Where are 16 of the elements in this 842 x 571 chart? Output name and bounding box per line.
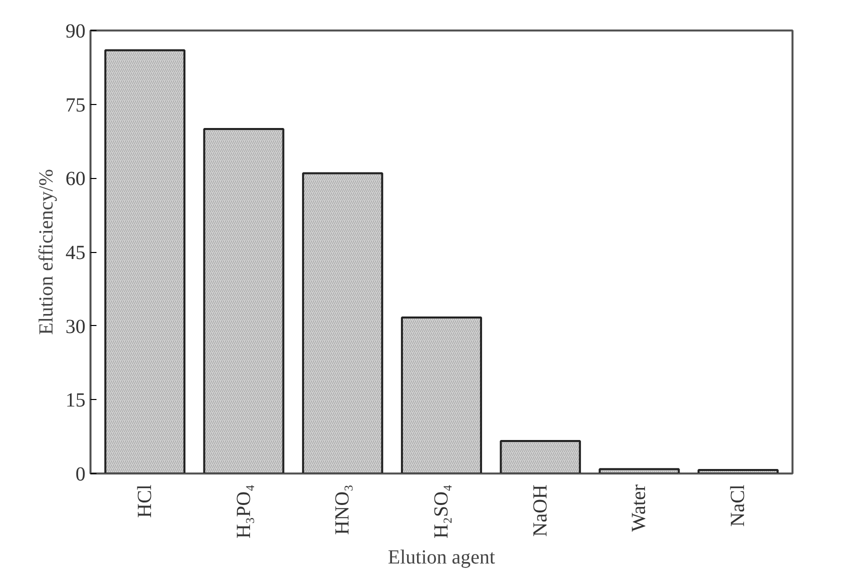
- x-tick-label: HNO₃: [332, 484, 354, 535]
- x-tick-label: Water: [628, 484, 650, 532]
- y-axis-title: Elution efficiency/%: [36, 169, 58, 335]
- y-tick-label: 0: [76, 464, 86, 486]
- y-tick-label: 30: [66, 316, 86, 338]
- x-tick-label: NaOH: [529, 484, 552, 537]
- y-tick-label: 15: [66, 390, 86, 412]
- y-tick-label: 90: [66, 20, 86, 42]
- y-tick-label: 75: [66, 94, 86, 116]
- x-tick-label: NaCl: [727, 484, 750, 527]
- x-tick-label: H₃PO₄: [232, 484, 255, 538]
- x-axis-title: Elution agent: [388, 546, 496, 568]
- y-tick-label: 60: [66, 168, 86, 190]
- y-tick-label: 45: [66, 242, 86, 264]
- x-tick-label: H₂SO₄: [430, 484, 452, 538]
- x-tick-label: HCl: [134, 484, 156, 518]
